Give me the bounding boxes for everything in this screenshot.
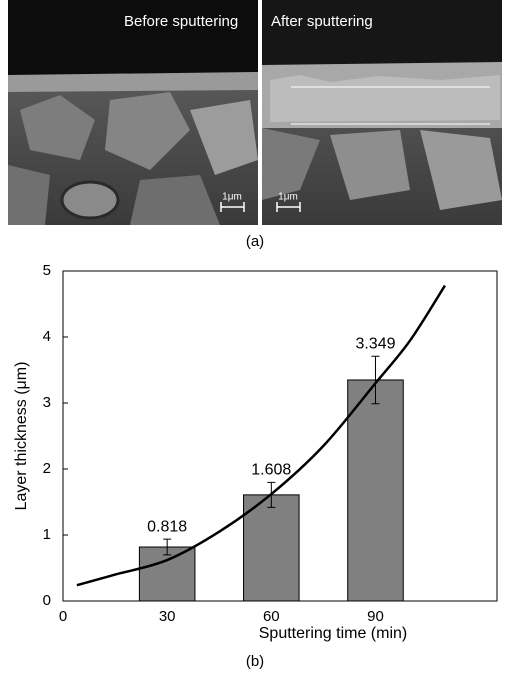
bar <box>348 380 404 601</box>
sem-image-after <box>262 0 502 225</box>
y-tick-label: 5 <box>43 262 51 279</box>
panel-label: Before sputtering <box>124 13 238 30</box>
y-tick-label: 3 <box>43 394 51 411</box>
y-tick-label: 0 <box>43 592 51 609</box>
x-axis-label: Sputtering time (min) <box>259 625 408 642</box>
x-tick-label: 0 <box>59 608 67 625</box>
y-tick-label: 1 <box>43 526 51 543</box>
x-tick-label: 30 <box>159 608 176 625</box>
panel-label: After sputtering <box>271 13 373 30</box>
x-tick-label: 90 <box>367 608 384 625</box>
scale-bar-label: 1μm <box>222 192 242 203</box>
y-axis-label: Layer thickness (μm) <box>13 362 30 511</box>
scale-bar-label: 1μm <box>278 192 298 203</box>
x-tick-label: 60 <box>263 608 280 625</box>
data-label: 0.818 <box>147 518 187 535</box>
y-tick-label: 2 <box>43 460 51 477</box>
caption: (a) <box>246 233 264 250</box>
figure: Before sputtering After sputtering 1μm 1… <box>0 0 510 677</box>
sem-image-before <box>8 0 258 225</box>
data-label: 3.349 <box>355 335 395 352</box>
y-tick-label: 4 <box>43 328 51 345</box>
data-label: 1.608 <box>251 462 291 479</box>
caption: (b) <box>246 653 264 670</box>
